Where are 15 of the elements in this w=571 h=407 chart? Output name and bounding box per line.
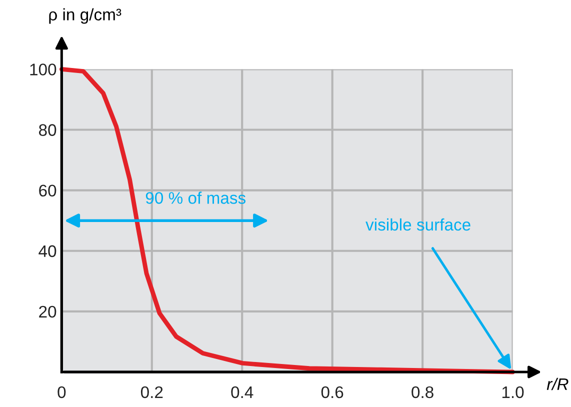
x-tick-label: 0 (58, 386, 66, 398)
y-axis-title: ρ in g/cm³ (49, 8, 122, 24)
y-tick-label: 100 (30, 64, 56, 76)
x-axis-title: r/R (546, 378, 568, 390)
y-tick-label: 80 (38, 124, 56, 136)
y-tick-label: 40 (38, 245, 56, 258)
y-tick-label: 20 (39, 306, 56, 318)
x-tick-label: 0.4 (231, 386, 254, 398)
x-tick-label: 1.0 (502, 386, 524, 398)
annotation: visible surface (366, 218, 470, 231)
x-tick-label: 0.6 (321, 386, 344, 398)
x-tick-label: 0.8 (412, 386, 434, 398)
annotation: 90 % of mass (146, 192, 246, 204)
x-tick-label: 0.2 (140, 386, 163, 398)
y-tick-label: 60 (39, 184, 56, 197)
